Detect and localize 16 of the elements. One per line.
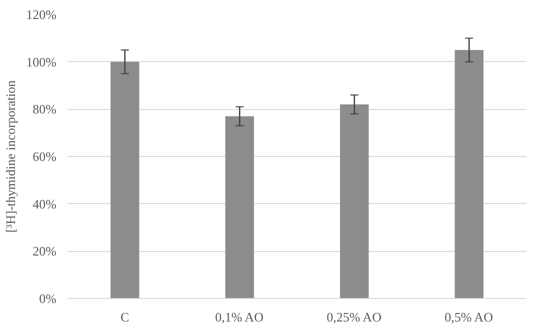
bar	[454, 50, 484, 298]
x-tick-label: C	[120, 310, 130, 324]
y-axis-title: [³H]-thymidine incorporation	[3, 80, 18, 233]
y-tick-label: 60%	[32, 149, 57, 164]
y-tick-label: 80%	[32, 102, 57, 117]
y-tick-label: 120%	[26, 7, 57, 22]
x-tick-label: 0,5% AO	[444, 310, 493, 324]
bar	[110, 62, 140, 298]
x-tick-label: 0,1% AO	[215, 310, 264, 324]
y-tick-label: 100%	[26, 54, 57, 70]
bar	[225, 116, 254, 298]
bar	[340, 104, 369, 298]
x-tick-label: 0,25% AO	[326, 310, 382, 324]
y-tick-label: 20%	[32, 244, 57, 259]
y-tick-label: 0%	[39, 291, 57, 306]
y-tick-label: 40%	[32, 196, 57, 212]
